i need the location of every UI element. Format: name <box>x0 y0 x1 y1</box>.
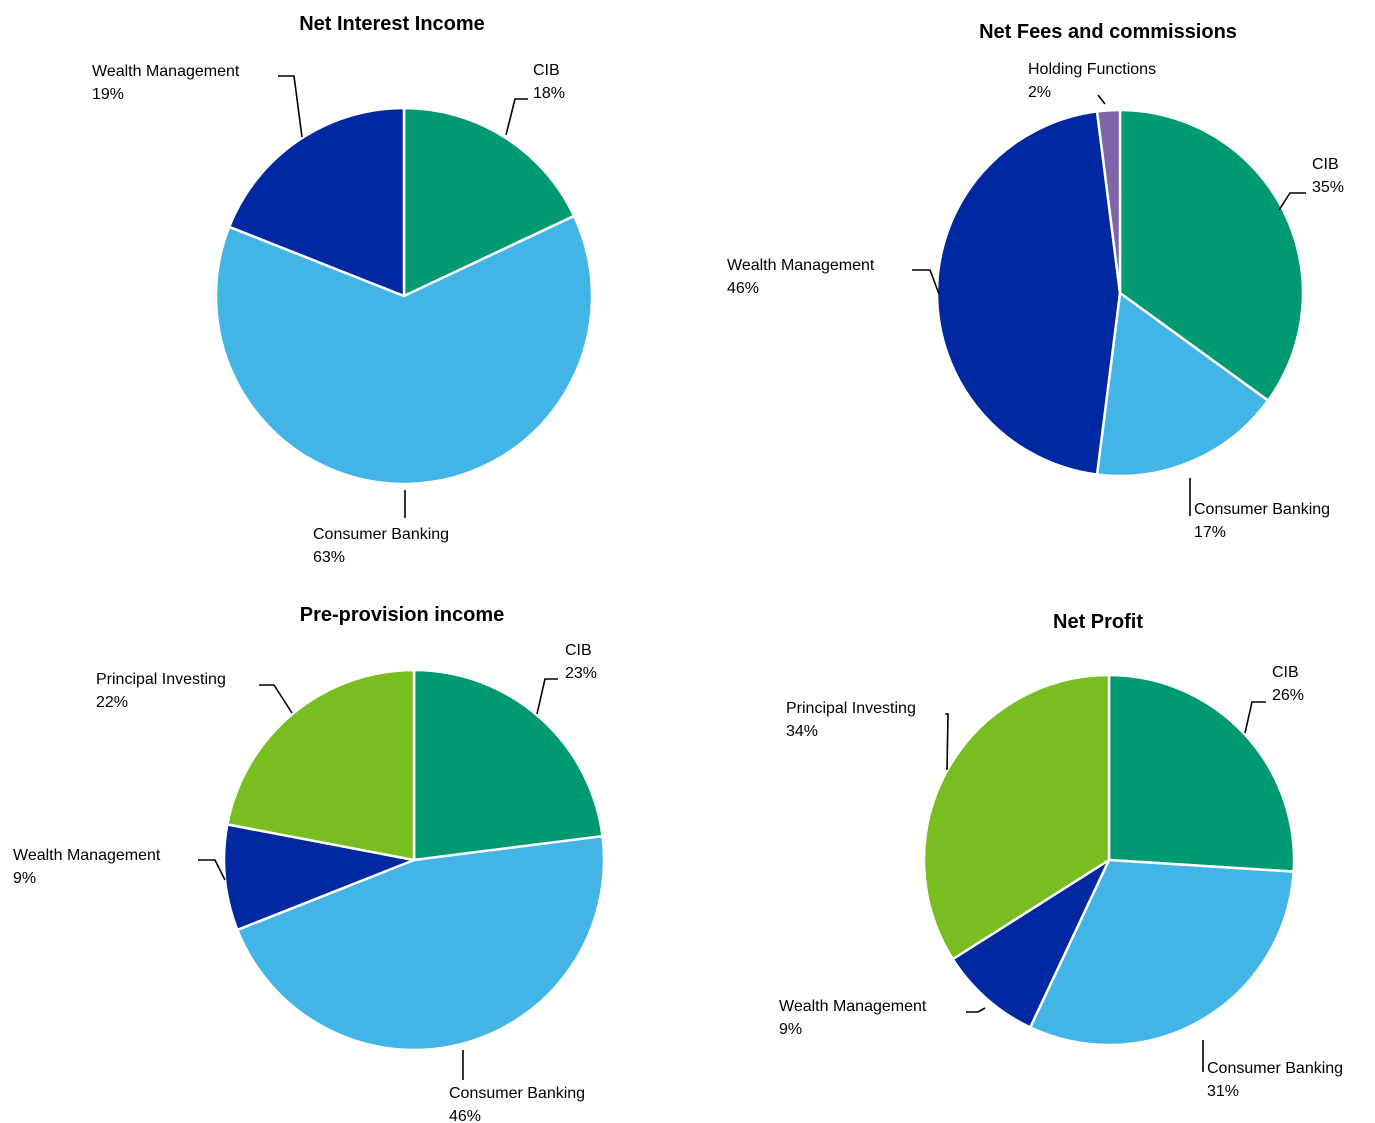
leader-line-cib <box>1244 701 1266 734</box>
slice-label-consumer-banking: Consumer Banking <box>449 1085 585 1102</box>
slice-value-label-cib: 18% <box>533 85 565 102</box>
slice-label-principal-investing: Principal Investing <box>786 700 916 717</box>
slice-value-label-cib: 23% <box>565 665 597 682</box>
pie-slice-principal-investing <box>226 668 416 862</box>
pie-slice-consumer-banking <box>1028 858 1295 1047</box>
leader-line-wealth-management <box>198 859 226 881</box>
chart-title-net-fees-and-commissions: Net Fees and commissions <box>979 21 1237 43</box>
pie-slice-wealth-management <box>227 106 406 298</box>
chart-title-net-profit: Net Profit <box>1053 611 1143 633</box>
slice-value-label-principal-investing: 34% <box>786 723 818 740</box>
pie-pre-provision-income: CIB 23% Consumer Banking 46% Wealth Manageme… <box>13 642 606 1123</box>
pie-slice-consumer-banking <box>236 834 606 1052</box>
chart-title-net-interest-income: Net Interest Income <box>299 13 485 35</box>
pie-slice-wealth-management <box>935 110 1122 476</box>
pie-slice-holding-functions <box>1095 108 1122 295</box>
pie-slice-wealth-management <box>951 858 1111 1029</box>
leader-line-wealth-management <box>278 75 303 138</box>
slice-label-holding-functions: Holding Functions <box>1028 61 1156 78</box>
slice-value-label-wealth-management: 9% <box>779 1021 802 1038</box>
slice-label-principal-investing: Principal Investing <box>96 671 226 688</box>
slice-value-label-consumer-banking: 17% <box>1194 524 1226 541</box>
slice-label-wealth-management: Wealth Management <box>13 847 161 864</box>
pie-net-interest-income: CIB 18% Consumer Banking 63% Wealth Manageme… <box>92 62 594 566</box>
slice-value-label-wealth-management: 19% <box>92 86 124 103</box>
slice-label-consumer-banking: Consumer Banking <box>1207 1060 1343 1077</box>
pie-slice-cib <box>412 668 604 862</box>
slice-label-cib: CIB <box>565 642 592 659</box>
slice-value-label-principal-investing: 22% <box>96 694 128 711</box>
slice-value-label-wealth-management: 46% <box>727 280 759 297</box>
leader-line-holding-functions <box>1097 94 1106 105</box>
pie-slice-principal-investing <box>922 673 1111 961</box>
pie-net-fees-and-commissions: CIB 35% Consumer Banking 17% Wealth Manageme… <box>727 61 1344 541</box>
chart-title-pre-provision-income: Pre-provision income <box>300 604 505 626</box>
pie-slice-consumer-banking <box>214 214 594 486</box>
leader-line-wealth-management <box>912 269 940 295</box>
slice-value-label-cib: 26% <box>1272 687 1304 704</box>
slice-label-consumer-banking: Consumer Banking <box>313 526 449 543</box>
slice-label-cib: CIB <box>533 62 560 79</box>
slice-label-wealth-management: Wealth Management <box>779 998 927 1015</box>
leader-line-principal-investing <box>945 713 949 771</box>
leader-line-cib <box>1278 192 1306 211</box>
slice-value-label-consumer-banking: 46% <box>449 1108 481 1123</box>
slice-value-label-consumer-banking: 31% <box>1207 1083 1239 1100</box>
slice-label-wealth-management: Wealth Management <box>92 63 240 80</box>
slice-value-label-cib: 35% <box>1312 179 1344 196</box>
pie-slice-wealth-management <box>222 823 416 932</box>
pie-slice-cib <box>1107 673 1296 873</box>
pie-slice-cib <box>402 106 576 298</box>
pie-net-profit: CIB 26% Consumer Banking 31% Wealth Manageme… <box>779 664 1343 1100</box>
slice-label-cib: CIB <box>1312 156 1339 173</box>
leader-line-wealth-management <box>966 1007 986 1013</box>
slice-label-wealth-management: Wealth Management <box>727 257 875 274</box>
leader-line-cib <box>536 678 558 715</box>
leader-line-cib <box>505 98 528 136</box>
pie-slice-cib <box>1118 108 1305 402</box>
leader-line-principal-investing <box>259 684 293 714</box>
slice-label-consumer-banking: Consumer Banking <box>1194 501 1330 518</box>
pie-slice-consumer-banking <box>1095 291 1270 478</box>
slice-label-cib: CIB <box>1272 664 1299 681</box>
slice-value-label-wealth-management: 9% <box>13 870 36 887</box>
slice-value-label-consumer-banking: 63% <box>313 549 345 566</box>
slice-value-label-holding-functions: 2% <box>1028 84 1051 101</box>
